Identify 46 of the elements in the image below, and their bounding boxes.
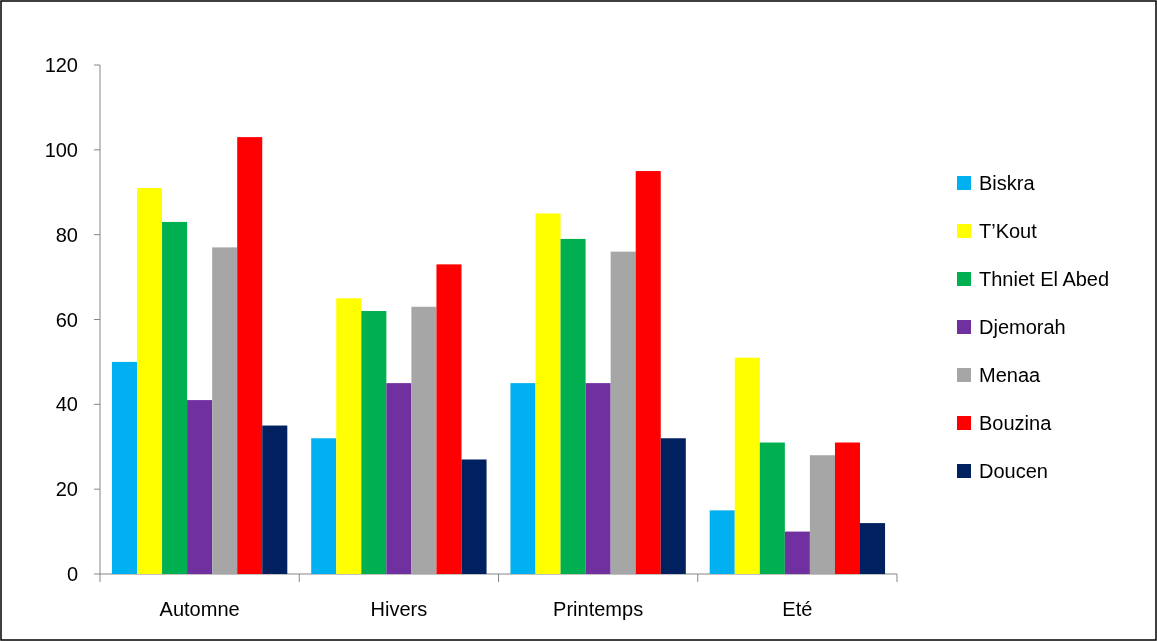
x-tick-label: Eté — [782, 598, 813, 620]
bar — [560, 238, 586, 574]
legend-label: Menaa — [979, 364, 1042, 386]
bar — [709, 510, 735, 574]
bar — [162, 221, 188, 574]
x-tick-label: Hivers — [370, 598, 428, 620]
bar — [610, 251, 636, 574]
y-tick-label: 100 — [44, 138, 78, 161]
y-tick-label: 20 — [55, 478, 78, 501]
bar — [436, 264, 462, 574]
y-tick-label: 120 — [44, 54, 78, 76]
bar — [734, 357, 760, 574]
legend-label: Doucen — [979, 460, 1048, 482]
legend-label: Thniet El Abed — [979, 268, 1110, 290]
bar — [411, 306, 437, 574]
x-tick-label: Printemps — [553, 598, 644, 620]
y-tick-label: 40 — [55, 393, 78, 416]
bar — [361, 311, 387, 574]
bar — [784, 531, 810, 574]
bar — [386, 383, 412, 574]
legend-label: Djemorah — [979, 316, 1066, 338]
y-tick-label: 0 — [66, 563, 78, 585]
bar — [834, 442, 860, 574]
bar — [262, 425, 288, 574]
bar — [237, 137, 263, 574]
bar — [759, 442, 785, 574]
bar — [860, 523, 886, 574]
bar — [311, 438, 337, 574]
bar — [535, 213, 561, 574]
bar — [336, 298, 362, 574]
y-tick-label: 80 — [55, 223, 78, 246]
y-tick-label: 60 — [55, 308, 78, 331]
bar — [461, 459, 487, 574]
legend-label: T’Kout — [979, 220, 1038, 242]
legend-label: Bouzina — [979, 412, 1053, 434]
legend-label: Biskra — [979, 172, 1036, 194]
bar — [635, 171, 661, 574]
bar — [809, 455, 835, 574]
bar — [111, 361, 137, 574]
bar — [212, 247, 238, 574]
bar — [585, 383, 611, 574]
bar — [137, 188, 163, 574]
bar — [510, 383, 536, 574]
bar — [187, 400, 213, 574]
bar — [660, 438, 686, 574]
x-tick-label: Automne — [159, 598, 240, 620]
